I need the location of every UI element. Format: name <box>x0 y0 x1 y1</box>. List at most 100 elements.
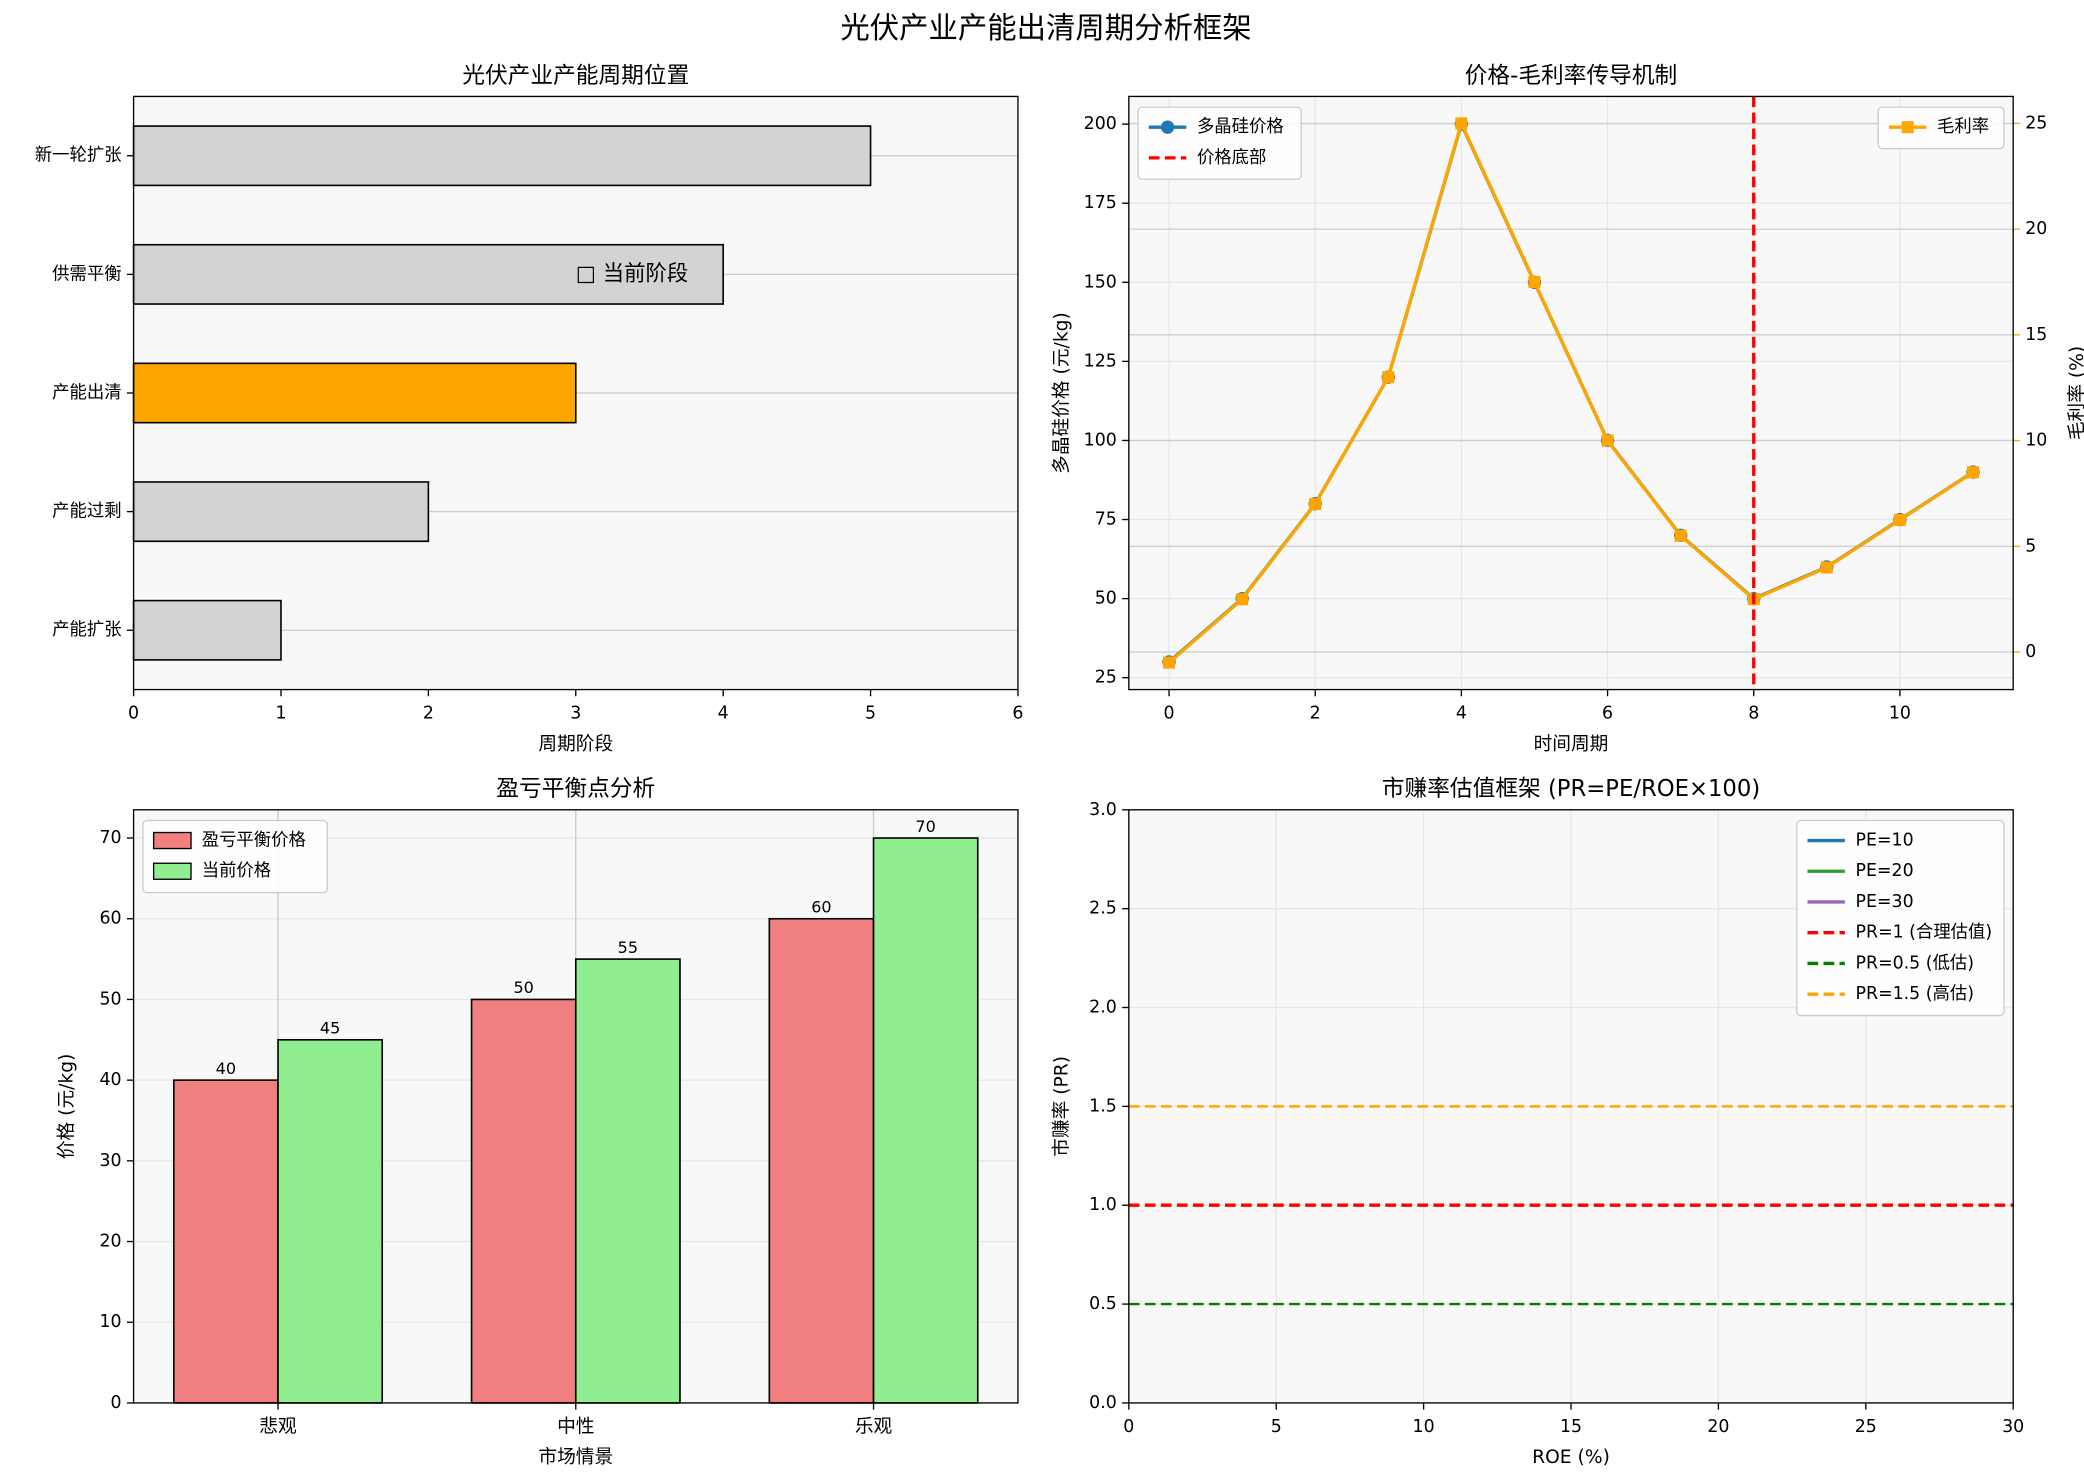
y-tick-label: 2.0 <box>1089 998 1117 1018</box>
bar <box>132 599 282 661</box>
y-tick-label: 200 <box>1084 114 1117 134</box>
legend-label: PE=30 <box>1856 892 1914 912</box>
x-tick-label: 中性 <box>557 1416 594 1437</box>
bar <box>132 125 872 187</box>
y-tick-label: 0.0 <box>1089 1393 1117 1413</box>
annotation: □ 当前阶段 <box>576 261 688 286</box>
x-tick-label: 3 <box>570 704 581 724</box>
y-tick-label: 25 <box>1095 668 1117 688</box>
bar <box>574 958 681 1404</box>
y-tick-label: 150 <box>1084 272 1117 292</box>
y-tick-label: 125 <box>1084 351 1117 371</box>
value-label: 50 <box>513 978 533 997</box>
legend-swatch <box>152 831 192 850</box>
marker <box>1820 561 1833 574</box>
y-tick-label: 0 <box>111 1393 122 1413</box>
y-tick-label: 75 <box>1095 510 1117 530</box>
x-tick-label: 25 <box>1855 1417 1877 1437</box>
y-tick-label: 10 <box>99 1312 121 1332</box>
y2-tick-label: 10 <box>2025 431 2047 451</box>
legend-box <box>1796 819 2005 1017</box>
axes-frame <box>132 95 1019 691</box>
legend-swatch <box>152 862 192 880</box>
y2-tick-label: 25 <box>2025 113 2047 133</box>
y-tick-label: 1.5 <box>1089 1096 1117 1116</box>
legend-label: 当前价格 <box>202 861 271 881</box>
x-tick-label: 15 <box>1560 1417 1582 1437</box>
x-tick-label: 8 <box>1748 704 1759 724</box>
y-tick-label: 60 <box>99 909 121 929</box>
y-tick-label: 产能过剩 <box>52 502 121 522</box>
axes-frame <box>132 809 1019 1404</box>
legend-label: 毛利率 <box>1937 117 1989 137</box>
y-tick-label: 3.0 <box>1089 800 1117 820</box>
x-axis-label: 周期阶段 <box>538 734 613 755</box>
legend-label: 盈亏平衡价格 <box>202 831 306 851</box>
legend-label: 价格底部 <box>1197 148 1266 168</box>
y2-tick-label: 0 <box>2025 642 2036 662</box>
legend-label: PR=1 (合理估值) <box>1856 923 1993 943</box>
x-tick-label: 1 <box>275 704 286 724</box>
y-tick-label: 20 <box>99 1232 121 1252</box>
series-line <box>1167 118 1974 664</box>
value-label: 40 <box>216 1059 236 1078</box>
x-tick-label: 2 <box>1310 704 1321 724</box>
y-tick-label: 70 <box>99 828 121 848</box>
y-tick-label: 产能出清 <box>52 383 121 403</box>
bar <box>132 481 430 543</box>
plot-bg <box>1128 96 2014 690</box>
y-tick-label: 50 <box>1095 589 1117 609</box>
y-tick-label: 40 <box>99 1070 121 1090</box>
x-tick-label: 10 <box>1889 704 1911 724</box>
x-tick-label: 0 <box>1164 704 1175 724</box>
legend-label: PE=20 <box>1856 861 1914 881</box>
x-tick-label: 悲观 <box>259 1416 297 1437</box>
x-tick-label: 6 <box>1602 704 1613 724</box>
legend-label: 多晶硅价格 <box>1197 117 1284 137</box>
x-tick-label: 0 <box>128 704 139 724</box>
chart-title: 价格-毛利率传导机制 <box>1465 63 1678 89</box>
y-axis-label: 市赚率 (PR) <box>1052 1056 1073 1157</box>
chart-title: 市赚率估值框架 (PR=PE/ROE×100) <box>1382 776 1760 802</box>
x-tick-label: 2 <box>423 704 434 724</box>
marker <box>1966 466 1980 479</box>
marker <box>1382 371 1395 384</box>
marker <box>1674 529 1687 542</box>
x-tick-label: 30 <box>2002 1417 2024 1437</box>
legend-label: PR=0.5 (低估) <box>1856 953 1974 973</box>
marker <box>1893 513 1906 526</box>
legend-marker <box>1901 121 1914 134</box>
x-tick-label: 20 <box>1707 1417 1729 1437</box>
y-tick-label: 产能扩张 <box>52 620 121 640</box>
bar <box>132 362 577 424</box>
marker <box>1309 498 1322 511</box>
bar <box>872 837 979 1404</box>
bar <box>277 1038 384 1404</box>
x-axis-label: 市场情景 <box>538 1447 613 1468</box>
x-tick-label: 4 <box>718 704 729 724</box>
marker <box>1528 275 1541 288</box>
value-label: 55 <box>618 938 638 957</box>
bar <box>470 998 577 1404</box>
legend-label: PR=1.5 (高估) <box>1856 984 1974 1004</box>
marker <box>1601 434 1614 447</box>
value-label: 70 <box>915 817 935 836</box>
marker <box>1163 656 1176 669</box>
x-tick-label: 10 <box>1413 1417 1435 1437</box>
axes-frame <box>1128 95 2014 691</box>
y2-tick-label: 15 <box>2025 325 2047 345</box>
y-tick-label: 175 <box>1084 193 1117 213</box>
legend-box <box>1877 106 2005 150</box>
y-tick-label: 供需平衡 <box>52 264 121 284</box>
chart-title: 盈亏平衡点分析 <box>496 776 655 802</box>
x-tick-label: 乐观 <box>855 1416 893 1437</box>
bar <box>172 1079 279 1404</box>
axes-frame <box>1128 809 2014 1404</box>
y2-axis-label: 毛利率 (%) <box>2067 346 2084 440</box>
y-tick-label: 1.0 <box>1089 1195 1117 1215</box>
chart-title: 光伏产业产能周期位置 <box>462 63 689 89</box>
x-tick-label: 4 <box>1456 704 1467 724</box>
y-tick-label: 30 <box>99 1151 121 1171</box>
